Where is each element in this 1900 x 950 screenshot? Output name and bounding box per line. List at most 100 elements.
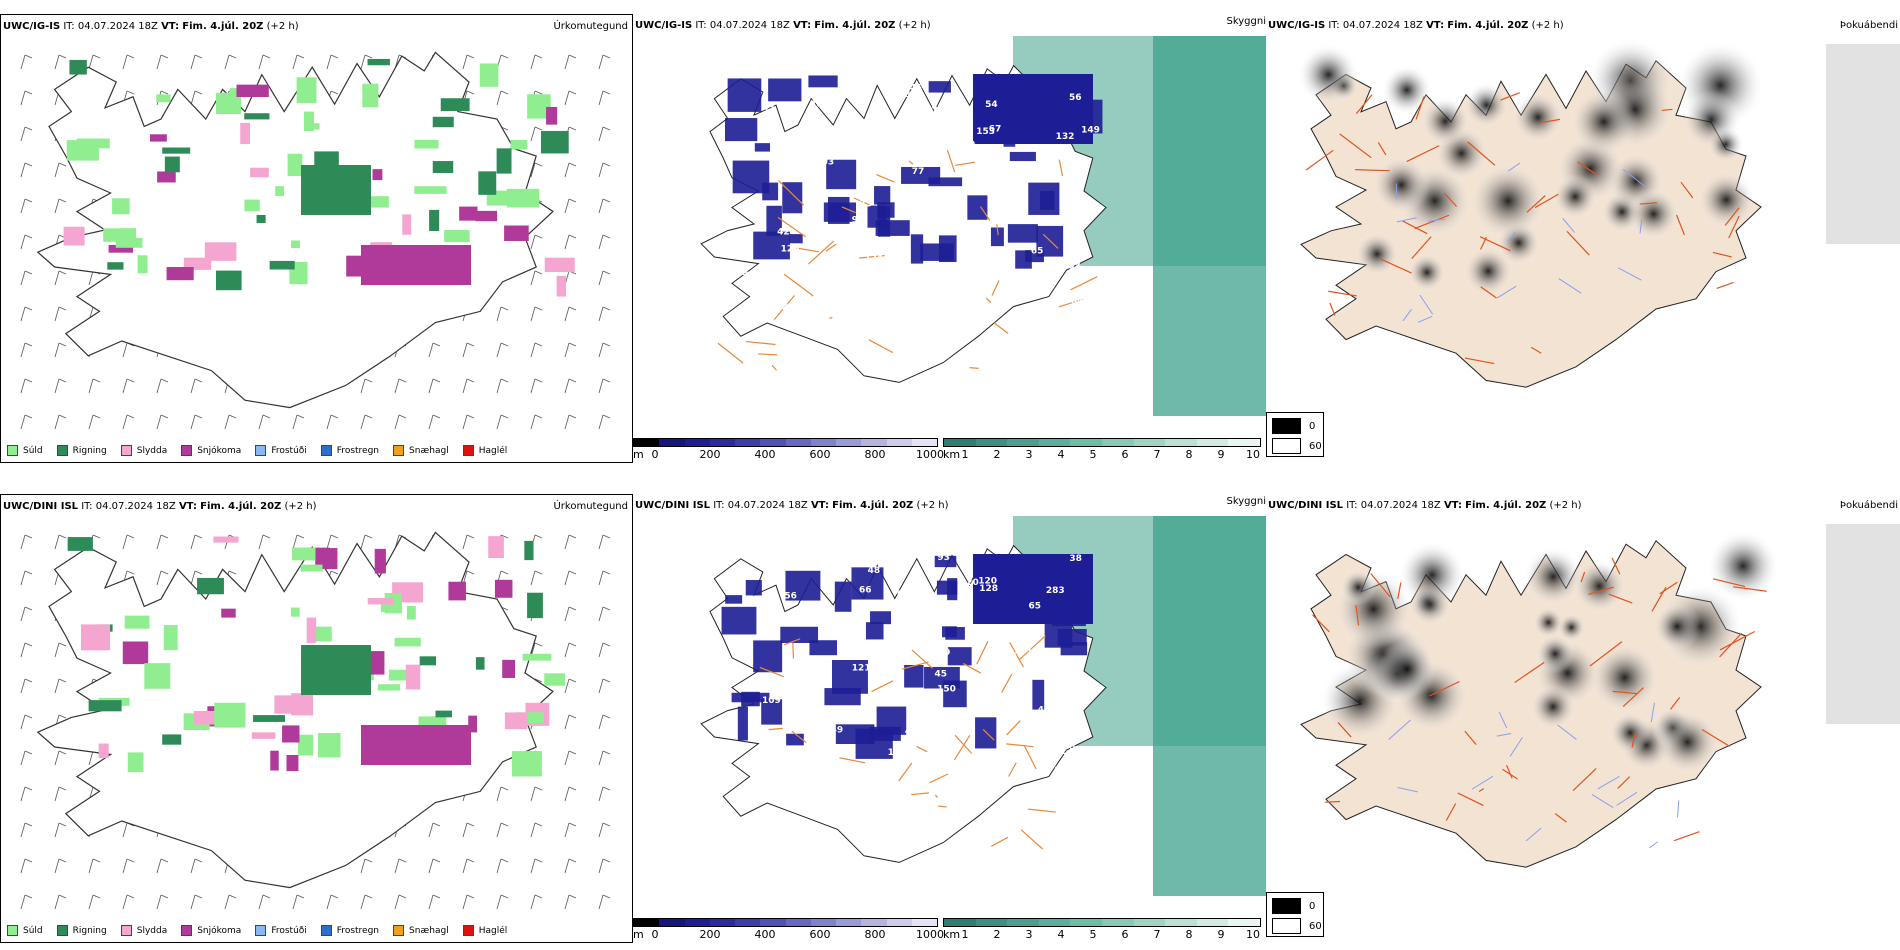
- wind-barb: [190, 534, 203, 550]
- offshore-fog: [1826, 44, 1900, 244]
- wind-barb: [54, 198, 67, 214]
- wind-barb: [122, 378, 135, 394]
- fog-area: [1377, 639, 1437, 699]
- legend-swatch: [462, 925, 474, 936]
- wind-barb: [88, 378, 101, 394]
- low-visibility-area: [973, 554, 1093, 624]
- wind-barb: [360, 54, 373, 70]
- legend-item: Snjókoma: [181, 925, 241, 936]
- wind-barb: [190, 54, 203, 70]
- low-visibility-cell: [789, 234, 803, 244]
- road: [1478, 788, 1485, 792]
- wind-barb: [326, 54, 339, 70]
- wind-barb: [564, 678, 577, 694]
- precip-cell: [290, 607, 300, 617]
- precip-cell: [183, 257, 212, 270]
- colorbar-strip: [943, 438, 1261, 447]
- precip-cell: [394, 637, 421, 647]
- panel-label: Úrkomutegund: [553, 21, 628, 32]
- road: [871, 680, 894, 693]
- visibility-label: 283: [1046, 586, 1065, 596]
- visibility-label: 153: [976, 127, 995, 137]
- wind-barb: [258, 894, 271, 910]
- low-visibility-cell: [809, 640, 838, 656]
- wind-barb: [564, 414, 577, 430]
- wind-barb: [88, 414, 101, 430]
- road: [717, 342, 744, 364]
- precip-cell: [292, 547, 316, 561]
- wind-barb: [20, 750, 33, 766]
- precip-legend: Súld Rigning Slydda Snjókoma Frostúði Frostre…: [7, 445, 507, 456]
- fog-legend-bottom: 0 60: [1266, 892, 1324, 937]
- visibility-label: 65: [845, 637, 858, 647]
- wind-barb: [564, 570, 577, 586]
- road: [1464, 730, 1477, 746]
- visibility-label: 52: [973, 233, 986, 243]
- precip-cell: [63, 226, 85, 246]
- road: [1719, 632, 1742, 658]
- road: [1631, 733, 1636, 748]
- visibility-label: 55: [971, 753, 984, 763]
- precip-cell: [275, 186, 285, 197]
- low-visibility-cell: [786, 733, 804, 746]
- snow-area: [361, 725, 471, 765]
- precip-cell: [137, 255, 148, 274]
- road: [982, 729, 995, 741]
- sea-visibility: [1153, 516, 1266, 896]
- precip-cell: [164, 156, 180, 173]
- precip-cell: [362, 83, 379, 108]
- wind-barb: [394, 894, 407, 910]
- wind-barb: [54, 642, 67, 658]
- colorbar-tick: 200: [699, 928, 721, 941]
- wind-barb: [360, 378, 373, 394]
- wind-barb: [598, 90, 611, 106]
- visibility-label: 42: [777, 227, 790, 237]
- visibility-label: 69: [863, 71, 876, 81]
- visibility-panel-top: UWC/IG-IS IT: 04.07.2024 18Z VT: Fim. 4.…: [633, 14, 1266, 463]
- precip-cell: [306, 617, 317, 643]
- wind-barb: [258, 414, 271, 430]
- precip-cell: [435, 710, 452, 718]
- precip-panel-bottom: UWC/DINI ISL IT: 04.07.2024 18Z VT: Fim.…: [0, 494, 633, 943]
- low-visibility-cell: [753, 640, 783, 673]
- precip-cell: [127, 752, 144, 773]
- visibility-label: 55: [825, 771, 838, 781]
- wind-barb: [20, 822, 33, 838]
- road: [1612, 690, 1638, 695]
- fog-area: [1297, 43, 1360, 106]
- wind-barb: [54, 378, 67, 394]
- fog-panel-bottom: UWC/DINI ISL IT: 04.07.2024 18Z VT: Fim.…: [1266, 494, 1900, 943]
- river: [1509, 737, 1523, 757]
- wind-barb: [54, 750, 67, 766]
- precip-cell: [156, 94, 171, 103]
- fog-legend-label: 0: [1309, 900, 1316, 912]
- colorbar-tick: 8: [1185, 928, 1193, 941]
- low-visibility-cell: [865, 622, 884, 640]
- wind-barb: [564, 894, 577, 910]
- river: [1388, 719, 1411, 740]
- road: [908, 160, 914, 165]
- snow-area: [361, 245, 471, 285]
- wind-barb: [564, 54, 577, 70]
- visibility-label: 59: [938, 648, 951, 658]
- wind-barb: [530, 342, 543, 358]
- legend-label: Súld: [23, 445, 43, 456]
- colorbar-tick: 1: [961, 928, 969, 941]
- wind-barb: [564, 198, 577, 214]
- low-visibility-cell: [967, 195, 988, 220]
- low-visibility-cell: [835, 724, 875, 745]
- low-visibility-cell: [782, 182, 803, 214]
- road: [783, 638, 801, 646]
- wind-barb: [530, 414, 543, 430]
- fog-area: [1556, 612, 1586, 642]
- river: [1471, 775, 1494, 790]
- visibility-label: 120: [978, 576, 997, 586]
- river: [1396, 217, 1417, 223]
- colorbar-unit: km: [943, 448, 961, 461]
- visibility-label: 60: [1016, 306, 1029, 316]
- fog-area: [1407, 253, 1447, 292]
- fog-swatch-light: [1272, 918, 1301, 934]
- road: [1617, 776, 1631, 789]
- road: [1339, 133, 1372, 159]
- precip-cell: [367, 58, 390, 66]
